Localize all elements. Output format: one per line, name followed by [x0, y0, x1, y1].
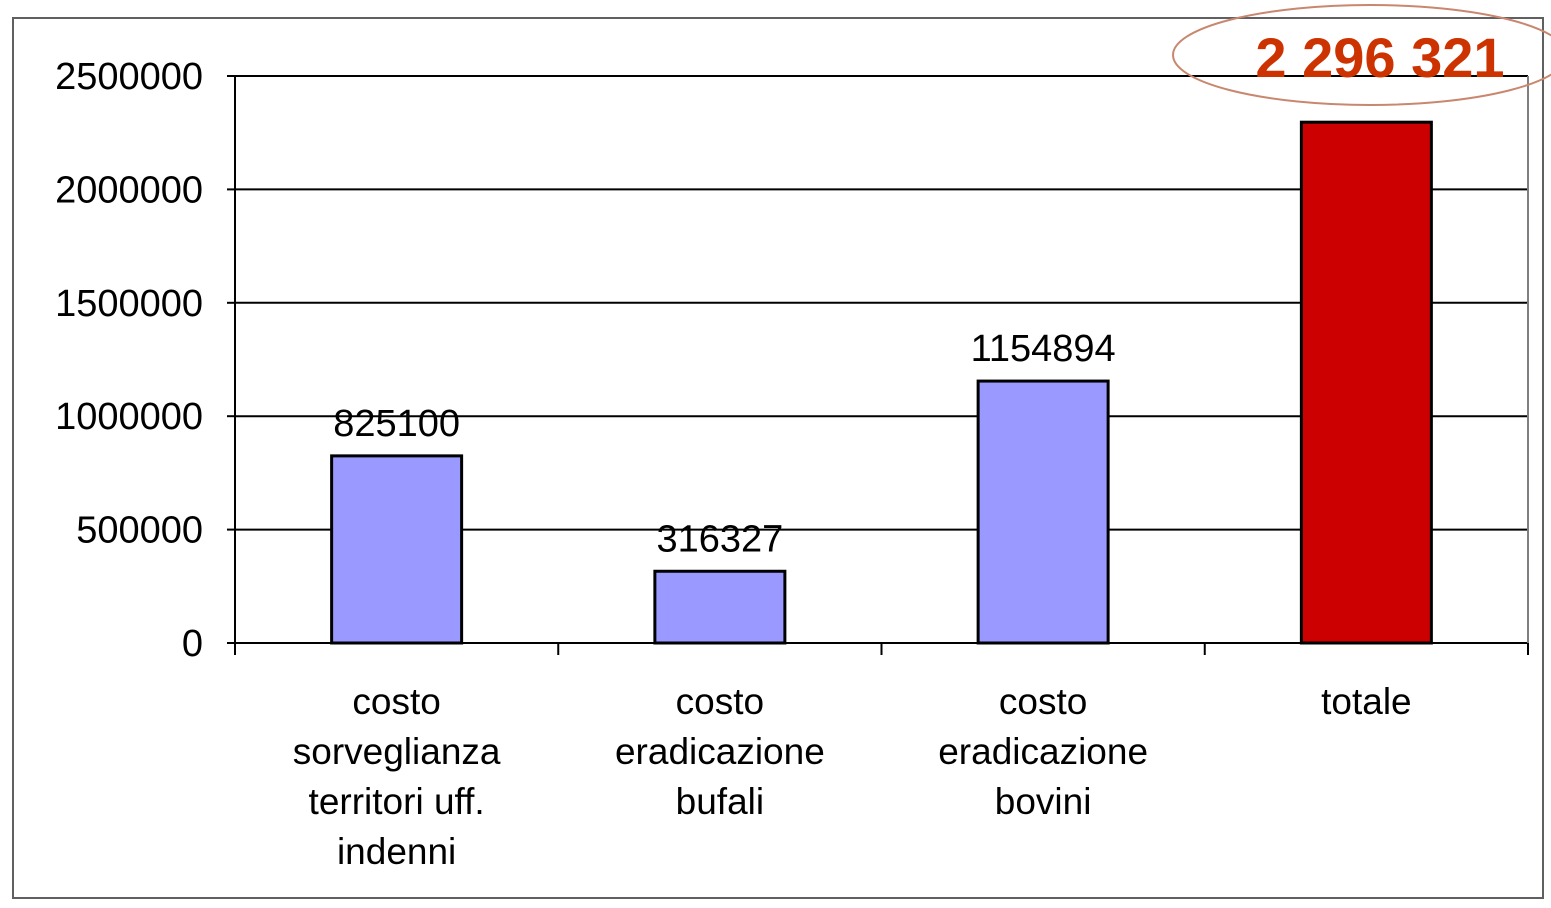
y-tick-label: 1500000 — [55, 283, 203, 325]
bar — [976, 379, 1110, 645]
highlight-total-value: 2 296 321 — [1255, 26, 1504, 89]
highlight-ellipse — [1172, 4, 1551, 106]
total-highlight: 2 296 321 — [1172, 4, 1551, 106]
category-label: indenni — [337, 831, 456, 872]
category-label: costo — [999, 681, 1087, 722]
bars — [330, 120, 1433, 645]
y-tick-label: 0 — [182, 623, 203, 665]
bar — [653, 569, 787, 645]
y-tick-label: 1000000 — [55, 396, 203, 438]
category-label: eradicazione — [615, 731, 825, 772]
category-label: bufali — [676, 781, 764, 822]
chart-frame — [12, 17, 1544, 899]
bar — [330, 454, 464, 645]
category-label: totale — [1321, 681, 1412, 722]
y-tick-label: 2000000 — [55, 169, 203, 211]
data-label: 1154894 — [971, 328, 1116, 370]
category-label: eradicazione — [938, 731, 1148, 772]
category-label: costo — [352, 681, 440, 722]
category-label: bovini — [995, 781, 1092, 822]
y-tick-label: 2500000 — [55, 56, 203, 98]
data-labels: 825100 316327 1154894 — [333, 328, 1115, 560]
category-labels: costo sorveglianza territori uff. indenni co… — [293, 681, 1412, 872]
data-label: 316327 — [656, 518, 783, 560]
category-label: territori uff. — [309, 781, 485, 822]
category-label: costo — [676, 681, 764, 722]
data-label: 825100 — [333, 403, 460, 445]
bar-total — [1299, 120, 1433, 645]
category-label: sorveglianza — [293, 731, 501, 772]
y-tick-label: 500000 — [76, 510, 203, 552]
axes: 0 500000 1000000 1500000 2000000 2500000 — [55, 56, 1529, 665]
